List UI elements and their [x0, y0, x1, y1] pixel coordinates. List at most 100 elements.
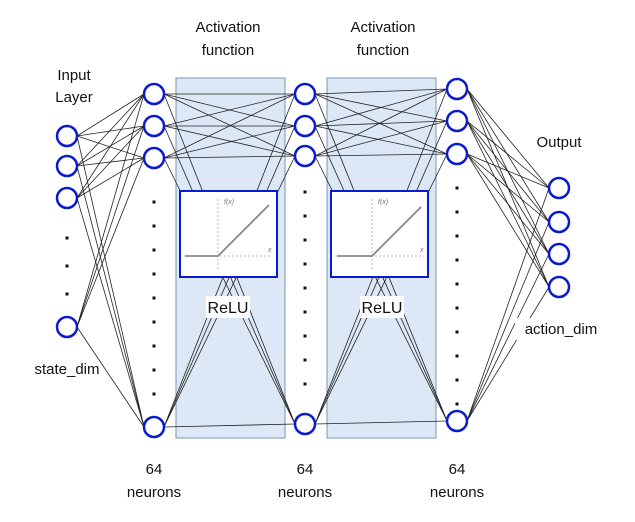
ellipsis-dots — [65, 186, 459, 406]
ellipsis-dot — [152, 368, 156, 372]
ellipsis-dot — [152, 248, 156, 252]
edge-hidden3-output — [466, 153, 550, 223]
edge-input-hidden1 — [76, 157, 145, 328]
relu-plot-2: f(x) x — [330, 190, 429, 278]
output-neuron — [547, 176, 571, 200]
hidden2-count: 64 — [297, 461, 314, 478]
edge-input-hidden1 — [76, 93, 145, 167]
hidden1-count: 64 — [146, 461, 163, 478]
hidden2-neuron — [293, 82, 317, 106]
relu-plot-fx-label: f(x) — [224, 199, 234, 206]
input-neuron — [55, 315, 79, 339]
edge-input-hidden1 — [76, 93, 145, 137]
activation-label-1-line1: Activation — [195, 19, 260, 36]
edge-hidden3-output — [466, 153, 550, 288]
output-label: Output — [536, 134, 582, 151]
edge-hidden2-hidden3 — [314, 120, 448, 157]
ellipsis-dot — [455, 378, 459, 382]
hidden1-unit: neurons — [127, 484, 181, 501]
ellipsis-dot — [152, 320, 156, 324]
ellipsis-dot — [303, 238, 307, 242]
action-dim-label: action_dim — [525, 321, 598, 338]
hidden3-unit: neurons — [430, 484, 484, 501]
input-neuron — [55, 124, 79, 148]
edge-hidden1-hidden2 — [163, 93, 296, 157]
ellipsis-dot — [152, 344, 156, 348]
relu-plot-x-label: x — [419, 247, 424, 254]
hidden2-neuron — [293, 144, 317, 168]
hidden3-count: 64 — [449, 461, 466, 478]
relu-label-bg-2 — [360, 296, 404, 318]
ellipsis-dot — [455, 258, 459, 262]
hidden1-neuron — [142, 82, 166, 106]
edge-hidden2-hidden3 — [314, 88, 448, 157]
ellipsis-dot — [455, 282, 459, 286]
relu-plot-x-label: x — [267, 247, 272, 254]
edge-input-hidden1 — [76, 125, 145, 137]
edge-input-hidden1 — [76, 326, 145, 428]
state-dim-label: state_dim — [34, 361, 99, 378]
ellipsis-dot — [152, 296, 156, 300]
hidden1-neuron — [142, 415, 166, 439]
output-neuron — [547, 210, 571, 234]
ellipsis-dot — [152, 392, 156, 396]
ellipsis-dot — [455, 330, 459, 334]
edge-hidden3-output — [466, 221, 550, 422]
edge-input-hidden1 — [76, 157, 145, 199]
relu-label-1: ReLU — [208, 300, 249, 317]
edge-input-hidden1 — [76, 93, 145, 199]
edge-hidden2-hidden3 — [314, 88, 448, 95]
relu-label-bg-1 — [206, 296, 250, 318]
ellipsis-dot — [65, 292, 69, 296]
ellipsis-dot — [303, 382, 307, 386]
edge-hidden2-hidden3 — [314, 420, 448, 425]
relu-plot-fx-label: f(x) — [378, 199, 388, 206]
edge-input-hidden1 — [76, 93, 145, 328]
ellipsis-dot — [152, 200, 156, 204]
activation-label-1-line2: function — [202, 42, 255, 59]
ellipsis-dot — [65, 264, 69, 268]
edge-hidden1-hidden2 — [163, 155, 296, 159]
edge-hidden3-output — [466, 120, 550, 189]
relu-curve-2 — [337, 206, 422, 257]
activation-label-2-line2: function — [357, 42, 410, 59]
edge-input-hidden1 — [76, 125, 145, 199]
edge-hidden2-hidden3 — [314, 153, 448, 157]
ellipsis-dot — [65, 236, 69, 240]
relu-plot-1: f(x) x — [179, 190, 278, 278]
input-neuron — [55, 186, 79, 210]
edge-hidden3-output — [466, 187, 550, 422]
output-neuron — [547, 275, 571, 299]
edge-input-hidden1 — [76, 135, 145, 428]
ellipsis-dot — [455, 186, 459, 190]
edge-hidden3-output — [466, 286, 550, 422]
hidden3-neuron — [445, 142, 469, 166]
edge-hidden2-hidden3 — [314, 125, 448, 155]
ellipsis-dot — [152, 272, 156, 276]
edge-input-hidden1 — [76, 135, 145, 159]
input-layer-label-line2: Layer — [55, 89, 93, 106]
ellipsis-dot — [455, 306, 459, 310]
activation-label-2-line1: Activation — [350, 19, 415, 36]
input-layer-label-line1: Input — [57, 67, 91, 84]
relu-label-2: ReLU — [362, 300, 403, 317]
ellipsis-dot — [303, 262, 307, 266]
hidden2-neuron — [293, 114, 317, 138]
hidden2-neuron — [293, 412, 317, 436]
hidden2-unit: neurons — [278, 484, 332, 501]
connections — [76, 88, 550, 428]
edge-hidden3-output — [466, 153, 550, 255]
ellipsis-dot — [455, 402, 459, 406]
ellipsis-dot — [303, 286, 307, 290]
edge-hidden1-hidden2 — [163, 93, 296, 127]
relu-plot-box-2 — [330, 190, 429, 278]
ellipsis-dot — [455, 354, 459, 358]
edge-input-hidden1 — [76, 197, 145, 428]
edge-hidden2-hidden3 — [314, 120, 448, 127]
input-neuron — [55, 154, 79, 178]
ellipsis-dot — [303, 310, 307, 314]
ellipsis-dot — [152, 224, 156, 228]
hidden1-neuron — [142, 114, 166, 138]
edge-hidden3-output — [466, 88, 550, 223]
